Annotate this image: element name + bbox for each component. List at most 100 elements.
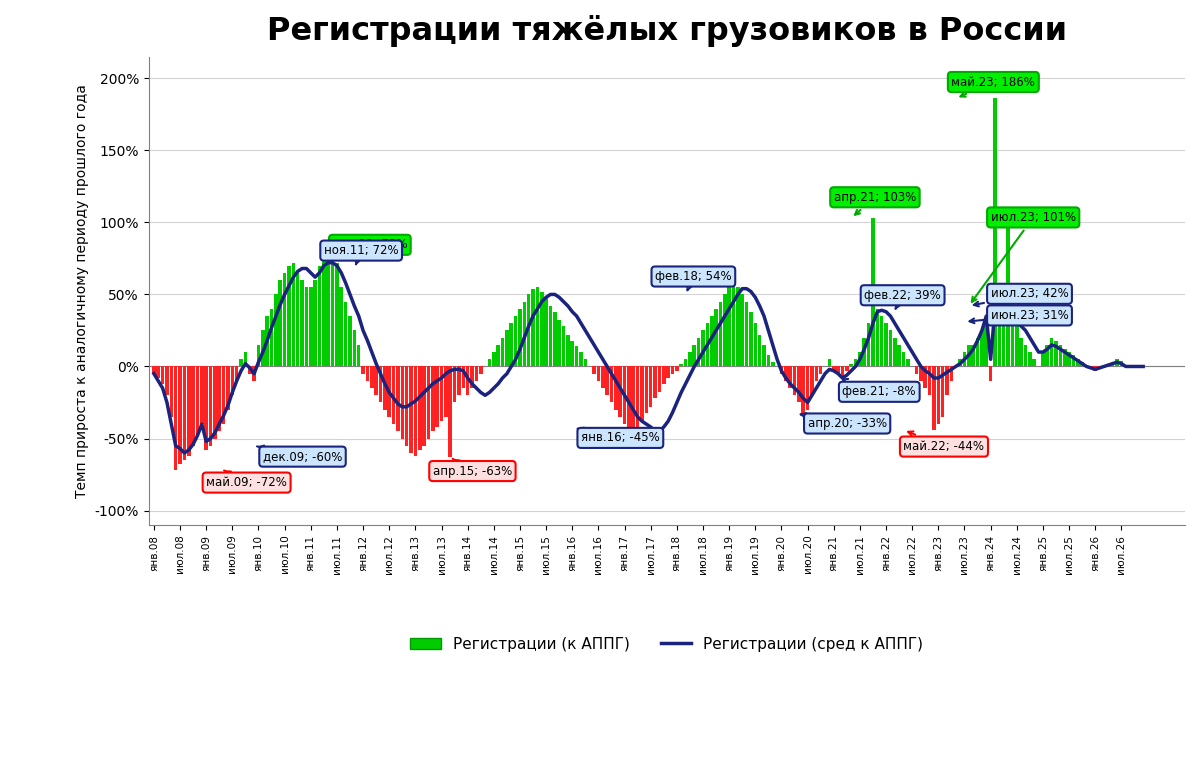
Bar [431,366,434,431]
Bar [631,366,635,431]
Bar [802,366,805,414]
Bar [444,366,448,417]
Bar [1058,345,1062,366]
Bar [204,366,208,450]
Bar [593,366,596,374]
Bar [278,280,282,366]
Bar [928,366,931,395]
Bar [553,312,557,366]
Bar [810,366,814,395]
Bar [466,366,469,395]
Bar [505,330,509,366]
Bar [566,335,570,366]
Bar [287,266,290,366]
Bar [209,366,212,446]
Bar [174,366,178,470]
Bar [356,345,360,366]
Bar [980,330,984,366]
Bar [1063,349,1067,366]
Bar [235,366,239,381]
Bar [596,366,600,381]
Bar [244,352,247,366]
Bar [305,287,308,366]
Bar [767,355,770,366]
Bar [784,366,787,381]
Bar [396,366,400,431]
Bar [710,316,714,366]
Bar [179,366,182,464]
Text: фев.18; 54%: фев.18; 54% [655,270,732,290]
Text: июл.23; 42%: июл.23; 42% [974,287,1068,307]
Bar [841,366,845,378]
Bar [640,366,643,421]
Bar [740,295,744,366]
Bar [876,309,880,366]
Bar [1080,362,1084,366]
Bar [474,366,478,381]
Bar [196,366,199,436]
Bar [1090,366,1093,369]
Bar [366,366,370,381]
Bar [562,326,565,366]
Bar [1024,345,1027,366]
Text: май.09; -72%: май.09; -72% [206,470,287,489]
Bar [527,295,530,366]
Bar [893,338,896,366]
Bar [1042,352,1045,366]
Bar [230,366,234,395]
Bar [919,366,923,381]
Bar [1007,221,1010,366]
Bar [248,366,252,374]
Bar [614,366,618,410]
Bar [383,366,386,410]
Bar [706,323,709,366]
Bar [967,345,971,366]
Bar [583,359,587,366]
Bar [666,366,670,378]
Legend: Регистрации (к АППГ), Регистрации (сред к АППГ): Регистрации (к АППГ), Регистрации (сред … [404,630,930,658]
Bar [404,366,408,446]
Bar [340,287,343,366]
Bar [545,297,548,366]
Bar [758,335,762,366]
Bar [618,366,622,417]
Bar [858,352,862,366]
Bar [644,366,648,412]
Bar [1010,323,1014,366]
Bar [932,366,936,430]
Bar [688,352,691,366]
Bar [866,323,870,366]
Text: апр.15; -63%: апр.15; -63% [433,459,512,477]
Bar [818,366,822,374]
Bar [388,366,391,417]
Bar [780,366,784,374]
Bar [684,359,688,366]
Bar [880,316,883,366]
Bar [972,345,974,366]
Bar [959,359,962,366]
Bar [793,366,797,395]
Bar [1115,359,1118,366]
Bar [296,273,300,366]
Bar [252,366,256,381]
Bar [628,366,631,431]
Text: май.22; -44%: май.22; -44% [904,431,984,453]
Bar [500,338,504,366]
Bar [724,295,726,366]
Bar [169,366,173,417]
Bar [889,330,892,366]
Bar [270,309,274,366]
Bar [653,366,656,398]
Bar [853,359,857,366]
Bar [1045,345,1049,366]
Bar [962,352,966,366]
Bar [1015,321,1019,366]
Bar [470,366,474,388]
Bar [745,302,749,366]
Bar [156,366,160,378]
Bar [348,316,352,366]
Bar [326,244,330,366]
Bar [436,366,439,427]
Bar [697,338,701,366]
Bar [532,289,535,366]
